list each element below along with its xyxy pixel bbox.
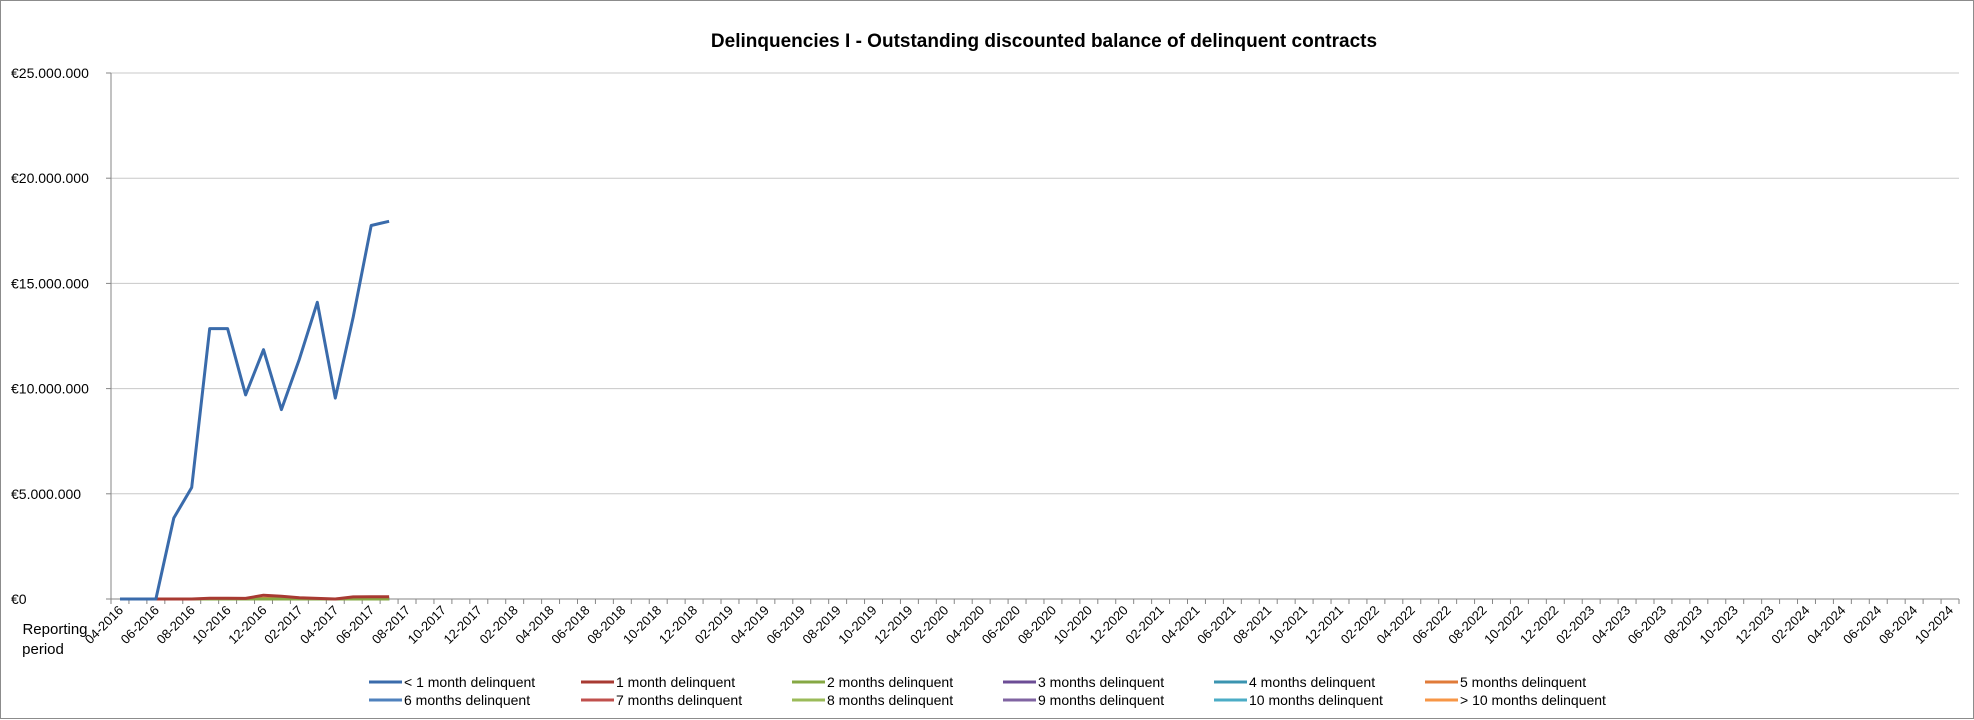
y-tick-label: €25.000.000 — [11, 65, 89, 81]
chart-title: Delinquencies I - Outstanding discounted… — [711, 31, 1377, 52]
x-tick-label: 10-2021 — [1266, 603, 1310, 647]
x-tick-label: 04-2021 — [1158, 603, 1202, 647]
x-tick-label: 06-2024 — [1840, 603, 1884, 647]
x-tick-label: 04-2019 — [728, 603, 772, 647]
legend-label: 3 months delinquent — [1038, 674, 1164, 690]
legend-label: 10 months delinquent — [1249, 692, 1383, 708]
x-tick-label: 12-2018 — [656, 603, 700, 647]
x-tick-label: 06-2018 — [548, 603, 592, 647]
y-tick-label: €5.000.000 — [11, 486, 81, 502]
x-tick-label: 06-2021 — [1194, 603, 1238, 647]
x-tick-label: 08-2019 — [799, 603, 843, 647]
legend-label: 2 months delinquent — [827, 674, 953, 690]
x-tick-label: 06-2019 — [764, 603, 808, 647]
x-tick-label: 12-2023 — [1732, 603, 1776, 647]
y-axis: €0 €5.000.000 €10.000.000 €15.000.000 €20.00… — [11, 65, 111, 607]
x-tick-label: 12-2021 — [1302, 603, 1346, 647]
x-tick-label: 08-2023 — [1661, 603, 1705, 647]
x-tick-label: 06-2017 — [333, 603, 377, 647]
x-tick-label: 08-2021 — [1230, 603, 1274, 647]
x-tick-label: 02-2017 — [261, 603, 305, 647]
x-tick-label: 04-2024 — [1804, 603, 1848, 647]
y-tick-label: €10.000.000 — [11, 381, 89, 397]
x-axis: 04-201606-201608-201610-201612-201602-20… — [82, 599, 1959, 647]
x-tick-label: 10-2024 — [1912, 603, 1956, 647]
x-tick-label: 10-2023 — [1697, 603, 1741, 647]
x-tick-label: 06-2016 — [118, 603, 162, 647]
x-tick-label: 08-2020 — [1015, 603, 1059, 647]
legend-label: 7 months delinquent — [616, 692, 742, 708]
x-tick-label: 04-2023 — [1589, 603, 1633, 647]
x-tick-label: 10-2020 — [1051, 603, 1095, 647]
legend: < 1 month delinquent 1 month delinquent 2 … — [369, 674, 1606, 708]
series-lines — [120, 221, 389, 599]
x-tick-label: 08-2024 — [1876, 603, 1920, 647]
y-tick-label: €15.000.000 — [11, 275, 89, 291]
x-tick-label: 04-2018 — [512, 603, 556, 647]
x-tick-label: 04-2017 — [297, 603, 341, 647]
x-axis-label-line-1: Reporting — [22, 621, 87, 638]
x-tick-label: 10-2019 — [835, 603, 879, 647]
x-tick-label: 12-2016 — [225, 603, 269, 647]
legend-label: 5 months delinquent — [1460, 674, 1586, 690]
legend-label: 6 months delinquent — [404, 692, 530, 708]
legend-label: 4 months delinquent — [1249, 674, 1375, 690]
x-tick-label: 04-2022 — [1374, 603, 1418, 647]
legend-label: 1 month delinquent — [616, 674, 735, 690]
y-tick-label: €0 — [11, 591, 27, 607]
x-tick-label: 12-2020 — [1086, 603, 1130, 647]
x-tick-label: 12-2019 — [871, 603, 915, 647]
x-tick-label: 08-2017 — [369, 603, 413, 647]
x-axis-label-line-2: period — [22, 641, 64, 658]
x-tick-label: 02-2019 — [692, 603, 736, 647]
y-tick-label: €20.000.000 — [11, 170, 89, 186]
x-tick-label: 10-2018 — [620, 603, 664, 647]
x-tick-label: 04-2016 — [82, 603, 126, 647]
gridlines — [111, 73, 1959, 599]
x-tick-label: 08-2022 — [1445, 603, 1489, 647]
x-tick-label: 06-2023 — [1625, 603, 1669, 647]
x-tick-label: 10-2017 — [405, 603, 449, 647]
legend-label: > 10 months delinquent — [1460, 692, 1606, 708]
legend-label: < 1 month delinquent — [404, 674, 535, 690]
x-tick-label: 10-2022 — [1481, 603, 1525, 647]
x-tick-label: 02-2021 — [1122, 603, 1166, 647]
legend-label: 9 months delinquent — [1038, 692, 1164, 708]
x-tick-label: 10-2016 — [189, 603, 233, 647]
x-tick-label: 04-2020 — [943, 603, 987, 647]
series-line-1 — [120, 221, 389, 599]
x-tick-label: 08-2018 — [584, 603, 628, 647]
x-tick-label: 02-2022 — [1338, 603, 1382, 647]
x-tick-label: 08-2016 — [154, 603, 198, 647]
x-tick-label: 02-2024 — [1768, 603, 1812, 647]
x-tick-label: 02-2018 — [476, 603, 520, 647]
x-tick-label: 12-2022 — [1517, 603, 1561, 647]
x-tick-label: 12-2017 — [441, 603, 485, 647]
x-tick-label: 02-2023 — [1553, 603, 1597, 647]
x-tick-label: 02-2020 — [907, 603, 951, 647]
x-tick-label: 06-2022 — [1409, 603, 1453, 647]
x-tick-label: 06-2020 — [979, 603, 1023, 647]
legend-label: 8 months delinquent — [827, 692, 953, 708]
